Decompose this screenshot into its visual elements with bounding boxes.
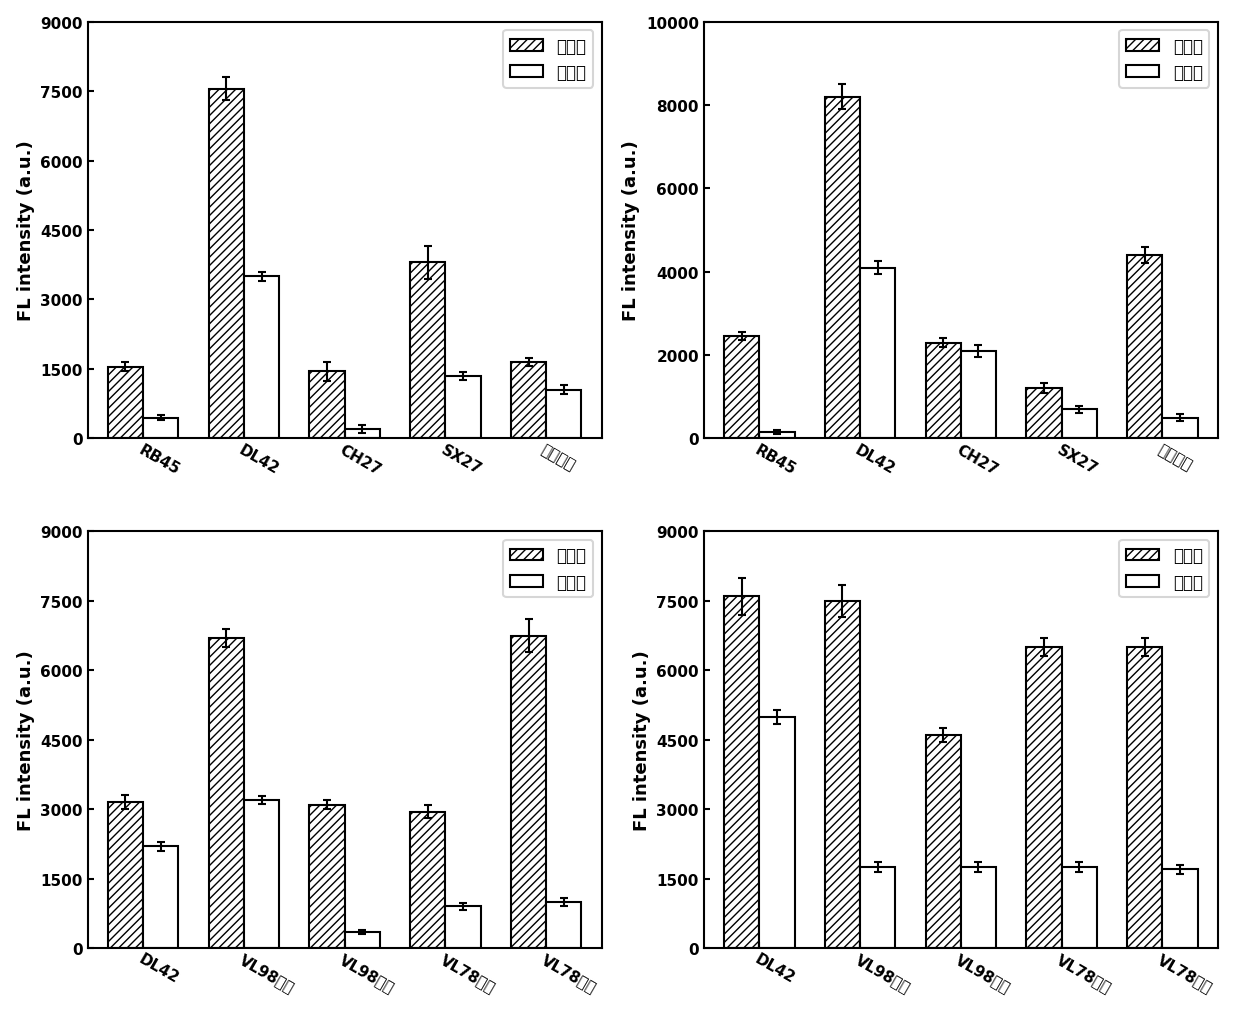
Bar [208, 638, 244, 948]
Bar [511, 636, 546, 948]
Y-axis label: FL intensity (a.u.): FL intensity (a.u.) [16, 141, 35, 321]
Bar [108, 367, 143, 439]
Bar [1027, 389, 1061, 439]
Legend: 洗脱前, 洗脱后: 洗脱前, 洗脱后 [1120, 540, 1209, 598]
Bar [925, 343, 961, 439]
Bar [244, 277, 279, 439]
Bar [108, 803, 143, 948]
Bar [1127, 647, 1162, 948]
Bar [445, 907, 481, 948]
Bar [410, 263, 445, 439]
Bar [445, 376, 481, 439]
Bar [511, 363, 546, 439]
Bar [410, 812, 445, 948]
Bar [345, 932, 379, 948]
Bar [345, 430, 379, 439]
Bar [1162, 869, 1198, 948]
Bar [208, 90, 244, 439]
Bar [244, 800, 279, 948]
Bar [825, 602, 861, 948]
Bar [546, 390, 582, 439]
Bar [1162, 419, 1198, 439]
Bar [961, 352, 996, 439]
Legend: 洗脱前, 洗脱后: 洗脱前, 洗脱后 [1120, 31, 1209, 89]
Bar [143, 846, 179, 948]
Bar [143, 419, 179, 439]
Bar [724, 337, 759, 439]
Bar [1127, 256, 1162, 439]
Bar [961, 867, 996, 948]
Bar [310, 372, 345, 439]
Bar [759, 433, 795, 439]
Legend: 洗脱前, 洗脱后: 洗脱前, 洗脱后 [503, 540, 593, 598]
Y-axis label: FL intensity (a.u.): FL intensity (a.u.) [632, 650, 651, 830]
Bar [1061, 867, 1097, 948]
Y-axis label: FL intensity (a.u.): FL intensity (a.u.) [622, 141, 640, 321]
Bar [825, 98, 861, 439]
Legend: 洗脱前, 洗脱后: 洗脱前, 洗脱后 [503, 31, 593, 89]
Bar [861, 268, 895, 439]
Bar [925, 735, 961, 948]
Bar [546, 902, 582, 948]
Y-axis label: FL intensity (a.u.): FL intensity (a.u.) [16, 650, 35, 830]
Bar [724, 596, 759, 948]
Text: (b): (b) [941, 531, 980, 554]
Bar [759, 717, 795, 948]
Bar [861, 867, 895, 948]
Bar [1027, 647, 1061, 948]
Text: (a): (a) [326, 531, 363, 554]
Bar [1061, 409, 1097, 439]
Bar [310, 805, 345, 948]
